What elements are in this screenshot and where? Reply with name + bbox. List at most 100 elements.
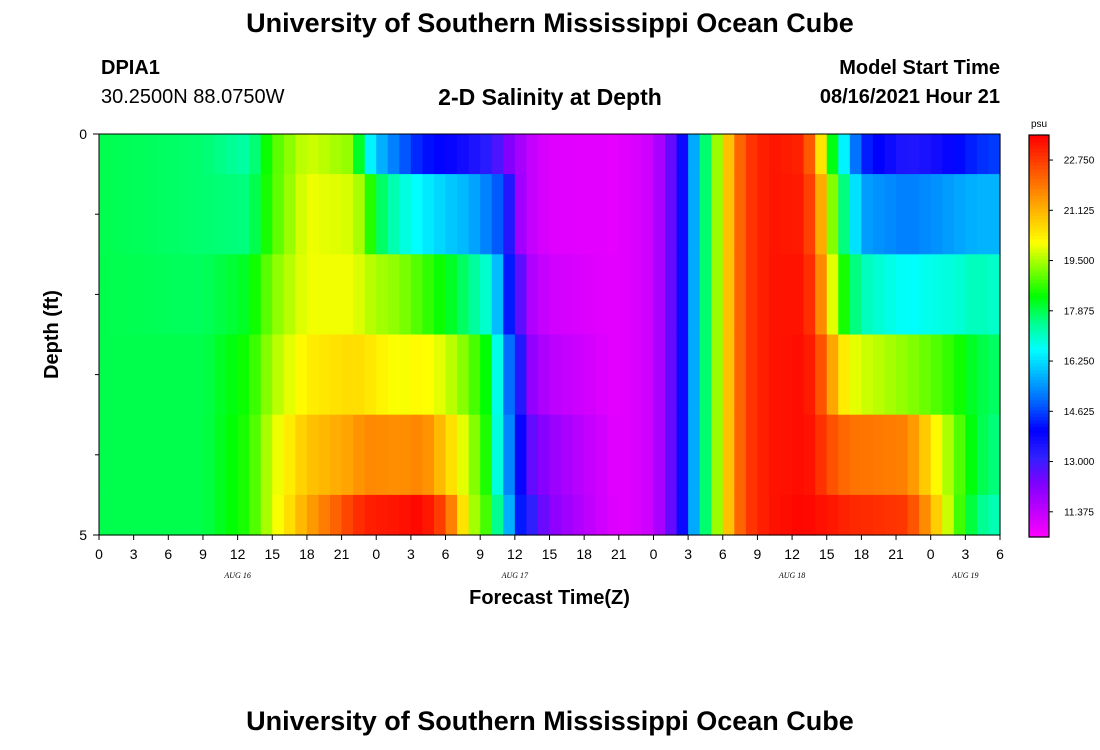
colorbar-segment — [1029, 265, 1049, 270]
heatmap-cell — [734, 174, 747, 255]
heatmap-cell — [272, 134, 285, 175]
heatmap-cell — [618, 254, 631, 336]
colorbar-segment — [1029, 496, 1049, 501]
heatmap-cell — [145, 174, 158, 255]
heatmap-cell — [976, 334, 990, 416]
heatmap-cell — [896, 174, 909, 255]
x-tick-label: 6 — [719, 546, 727, 562]
heatmap-cell — [780, 174, 793, 255]
heatmap-cell — [226, 174, 239, 255]
heatmap-cell — [503, 494, 516, 536]
heatmap-cell — [122, 494, 135, 536]
heatmap-cell — [457, 174, 470, 255]
colorbar-segment — [1029, 372, 1049, 377]
heatmap-cell — [665, 414, 678, 496]
heatmap-cell — [457, 334, 470, 416]
colorbar-segment — [1029, 145, 1049, 149]
heatmap-cell — [318, 494, 331, 536]
day-label: AUG 17 — [501, 571, 529, 580]
heatmap-cell — [249, 414, 262, 496]
heatmap-cell — [688, 134, 701, 175]
heatmap-cell — [930, 494, 943, 536]
heatmap-cell — [387, 134, 400, 175]
heatmap-cell — [99, 494, 112, 536]
heatmap-cell — [745, 254, 759, 336]
colorbar-segment — [1029, 362, 1049, 367]
heatmap-cell — [179, 254, 193, 336]
heatmap-cell — [133, 134, 146, 175]
colorbar-segment — [1029, 490, 1049, 495]
heatmap-cell — [618, 174, 631, 255]
heatmap-cell — [156, 254, 169, 336]
heatmap-cell — [549, 334, 562, 416]
heatmap-cell — [179, 414, 193, 496]
heatmap-cell — [156, 414, 169, 496]
heatmap-cell — [907, 134, 920, 175]
heatmap-cell — [202, 494, 216, 536]
heatmap-cell — [722, 414, 735, 496]
heatmap-cell — [445, 254, 458, 336]
heatmap-cell — [884, 414, 897, 496]
heatmap-cell — [907, 334, 920, 416]
colorbar-segment — [1029, 530, 1049, 535]
heatmap-cell — [122, 134, 135, 175]
colorbar-segment — [1029, 533, 1049, 538]
heatmap-cell — [792, 414, 805, 496]
heatmap-cell — [607, 134, 620, 175]
heatmap-cell — [861, 414, 874, 496]
heatmap-cell — [942, 414, 955, 496]
heatmap-cell — [757, 174, 770, 255]
heatmap-cell — [953, 134, 966, 175]
heatmap-cell — [526, 334, 539, 416]
heatmap-cell — [341, 254, 354, 336]
colorbar-segment — [1029, 195, 1049, 200]
heatmap-cell — [561, 494, 574, 536]
heatmap-cell — [561, 254, 574, 336]
colorbar-segment — [1029, 332, 1049, 337]
heatmap-cell — [387, 334, 400, 416]
heatmap-cell — [249, 494, 262, 536]
heatmap-cell — [168, 134, 181, 175]
colorbar-segment — [1029, 141, 1049, 146]
colorbar-tick-label: 11.375 — [1064, 507, 1094, 518]
heatmap-cell — [838, 134, 851, 175]
heatmap-cell — [803, 134, 816, 175]
heatmap-cell — [226, 334, 239, 416]
colorbar-segment — [1029, 339, 1049, 344]
heatmap-cell — [260, 134, 273, 175]
heatmap-cell — [410, 174, 424, 255]
colorbar-segment — [1029, 235, 1049, 240]
heatmap-cell — [780, 334, 793, 416]
heatmap-cell — [537, 174, 551, 255]
heatmap-cell — [110, 334, 123, 416]
heatmap-cell — [768, 494, 782, 536]
heatmap-cell — [688, 334, 701, 416]
heatmap-cell — [295, 494, 308, 536]
heatmap-cell — [665, 174, 678, 255]
colorbar-tick-label: 22.750 — [1064, 156, 1095, 167]
heatmap-cell — [272, 334, 285, 416]
colorbar-segment — [1029, 262, 1049, 267]
x-tick-label: 15 — [264, 546, 280, 562]
heatmap-cell — [988, 254, 1001, 336]
heatmap-cell — [168, 254, 181, 336]
colorbar-segment — [1029, 439, 1049, 444]
heatmap-cell — [514, 414, 527, 496]
heatmap-cell — [491, 174, 504, 255]
heatmap-cell — [145, 414, 158, 496]
heatmap-cell — [780, 134, 793, 175]
heatmap-cell — [353, 414, 366, 496]
heatmap-cell — [399, 494, 412, 536]
heatmap-cell — [503, 414, 516, 496]
heatmap-cell — [445, 134, 458, 175]
heatmap-cell — [341, 334, 354, 416]
colorbar-segment — [1029, 135, 1049, 139]
heatmap-cell — [376, 334, 389, 416]
colorbar-segment — [1029, 329, 1049, 334]
heatmap-cell — [641, 334, 655, 416]
heatmap-cell — [399, 414, 412, 496]
salinity-heatmap — [99, 134, 1001, 536]
heatmap-cell — [503, 334, 516, 416]
heatmap-cell — [122, 254, 135, 336]
heatmap-cell — [711, 174, 724, 255]
